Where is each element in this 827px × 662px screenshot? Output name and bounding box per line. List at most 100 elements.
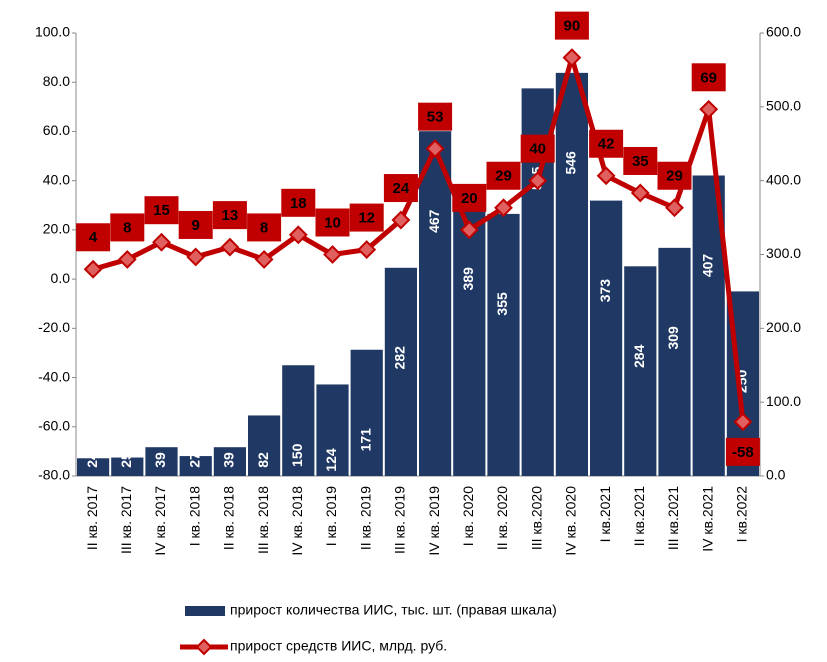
bar xyxy=(111,457,144,476)
value-label-box xyxy=(725,437,760,466)
value-label-box xyxy=(554,11,589,40)
x-tick-label: III кв. 2017 xyxy=(118,486,134,554)
bar xyxy=(419,131,452,476)
value-label-box xyxy=(520,134,555,163)
marker xyxy=(494,198,513,218)
value-label-box xyxy=(110,213,145,242)
line-value-label: 8 xyxy=(123,219,131,236)
value-label-box xyxy=(383,174,418,203)
y-tick-label: 60.0 xyxy=(43,122,70,138)
marker xyxy=(562,48,582,68)
marker xyxy=(665,198,684,218)
bar xyxy=(179,456,212,476)
line-value-label: 53 xyxy=(427,109,444,126)
value-label-box xyxy=(657,161,692,190)
value-label-box xyxy=(144,196,179,225)
marker xyxy=(288,225,308,245)
x-tick-label: I кв.2021 xyxy=(597,486,613,543)
line-value-label: 9 xyxy=(192,217,200,234)
legend-swatch xyxy=(185,606,225,616)
x-tick-label: II кв. 2020 xyxy=(494,486,510,550)
y-tick-label: 40.0 xyxy=(43,171,70,187)
bar-value-label: 309 xyxy=(665,326,681,350)
marker xyxy=(699,99,719,119)
bar xyxy=(590,200,623,476)
bar-value-label: 284 xyxy=(631,344,647,368)
x-tick-label: IV кв. 2019 xyxy=(426,486,442,556)
x-tick-label: I кв. 2018 xyxy=(186,486,202,546)
line-value-label: 10 xyxy=(324,214,341,231)
value-label-box xyxy=(281,188,316,217)
y2-tick-label: 100.0 xyxy=(766,393,801,409)
line-value-label: 4 xyxy=(89,229,98,246)
y-tick-label: -20.0 xyxy=(38,319,70,335)
bar xyxy=(248,415,281,476)
x-tick-label: III кв.2021 xyxy=(665,486,681,550)
value-label-box xyxy=(623,146,658,175)
bar-value-label: 150 xyxy=(289,443,305,467)
marker xyxy=(186,247,206,267)
value-label-box xyxy=(247,213,282,242)
marker xyxy=(254,250,274,269)
bar xyxy=(658,247,691,476)
x-tick-label: IV кв. 2018 xyxy=(289,486,305,556)
y-tick-label: -60.0 xyxy=(38,417,70,433)
value-label-box xyxy=(418,102,453,131)
y-tick-label: 0.0 xyxy=(51,270,71,286)
y-tick-label: -80.0 xyxy=(38,467,70,483)
x-tick-label: IV кв.2021 xyxy=(699,486,715,552)
value-label-box xyxy=(178,210,213,239)
y-tick-label: -40.0 xyxy=(38,368,70,384)
x-tick-label: II кв. 2018 xyxy=(221,486,237,550)
y-tick-label: 20.0 xyxy=(43,221,70,237)
line-value-label: 18 xyxy=(290,195,307,212)
line-value-label: 29 xyxy=(666,168,683,185)
y2-tick-label: 500.0 xyxy=(766,98,801,114)
line-value-label: 69 xyxy=(700,69,717,86)
marker xyxy=(357,240,377,259)
bar-value-label: 546 xyxy=(563,151,579,175)
value-label-box xyxy=(589,129,624,158)
line-value-label: 24 xyxy=(393,180,410,197)
bar-value-label: 39 xyxy=(152,452,168,468)
bar-value-label: 282 xyxy=(392,346,408,370)
marker xyxy=(83,259,103,279)
line-value-label: 8 xyxy=(260,219,268,236)
marker xyxy=(630,183,650,203)
bar xyxy=(384,267,417,476)
line-value-label: 40 xyxy=(529,141,546,158)
y-tick-label: 100.0 xyxy=(35,24,70,40)
y2-tick-label: 600.0 xyxy=(766,24,801,40)
bar-value-label: 27 xyxy=(186,452,202,468)
x-tick-label: IV кв. 2020 xyxy=(563,486,579,556)
value-label-box xyxy=(486,161,521,190)
x-tick-label: I кв.2022 xyxy=(734,486,750,543)
line-value-label: -58 xyxy=(732,444,754,461)
bar-value-label: 124 xyxy=(323,448,339,472)
line-value-label: 13 xyxy=(222,207,239,224)
x-tick-label: I кв. 2020 xyxy=(460,486,476,546)
x-tick-label: III кв. 2018 xyxy=(255,486,271,554)
y-tick-label: 80.0 xyxy=(43,73,70,89)
line-value-label: 35 xyxy=(632,153,649,170)
value-label-box xyxy=(212,201,247,230)
y2-tick-label: 0.0 xyxy=(766,467,786,483)
marker xyxy=(220,237,240,257)
bar xyxy=(213,447,246,476)
legend-label: прирост количества ИИС, тыс. шт. (правая… xyxy=(230,602,557,618)
x-tick-label: II кв. 2017 xyxy=(84,486,100,550)
value-label-box xyxy=(315,208,350,237)
marker xyxy=(596,166,616,186)
bar-value-label: 39 xyxy=(221,452,237,468)
bar-value-label: 355 xyxy=(494,292,510,316)
y2-tick-label: 300.0 xyxy=(766,245,801,261)
marker xyxy=(117,250,137,269)
value-label-box xyxy=(349,203,384,232)
x-tick-label: I кв. 2019 xyxy=(323,486,339,546)
x-tick-label: III кв.2020 xyxy=(528,486,544,550)
value-label-box xyxy=(452,183,487,212)
bar-value-label: 82 xyxy=(255,452,271,468)
bar xyxy=(555,72,588,477)
line-value-label: 15 xyxy=(153,202,170,219)
